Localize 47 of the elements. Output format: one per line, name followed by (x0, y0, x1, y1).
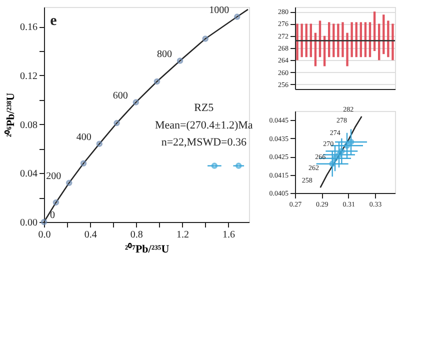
y-tick-label: 0.08 (20, 120, 38, 131)
point (96, 140, 103, 147)
x-tick-label: 1.2 (176, 230, 189, 240)
annotation: 800 (157, 48, 172, 60)
point (211, 162, 218, 169)
y-tick-label: 0.04 (20, 168, 38, 180)
bar (300, 24, 303, 58)
x-tick-label: 0.4 (84, 230, 97, 240)
point (80, 160, 87, 166)
x-tick-label: 0.8 (130, 230, 143, 240)
bar (342, 22, 344, 58)
annotation: RZ5 (194, 102, 214, 114)
y-tick-label: 0.16 (20, 22, 38, 34)
point (236, 162, 242, 169)
point (336, 152, 342, 158)
bar (387, 20, 390, 58)
bar (350, 22, 353, 58)
point (114, 120, 120, 126)
bar (392, 24, 394, 60)
point (176, 58, 184, 64)
annotation: e (50, 12, 58, 29)
annotation: 600 (112, 90, 128, 102)
x-axis-title: ²⁰⁷Pb/²³⁵U (124, 242, 170, 256)
y-axis-title: ²⁰⁶Pb/²³⁸U (4, 92, 17, 138)
annotation: 400 (76, 132, 92, 143)
x-tick-label: 1.6 (222, 230, 236, 240)
bar (346, 32, 348, 66)
annotation: Mean=(270.4±1.2)Ma (155, 119, 253, 132)
point (132, 99, 140, 106)
x-tick-label: 0.0 (38, 230, 51, 240)
point (338, 148, 345, 154)
annotation: n=22,MSWD=0.36 (161, 136, 247, 148)
point (344, 142, 350, 149)
point (234, 14, 240, 20)
point (154, 78, 160, 85)
y-tick-label: 0.00 (20, 218, 38, 228)
point (66, 180, 72, 186)
bar (337, 24, 340, 58)
point (202, 36, 208, 42)
bar (296, 24, 298, 60)
annotation: 200 (46, 170, 62, 182)
point (52, 199, 60, 206)
point (332, 155, 338, 162)
y-tick-label: 0.12 (20, 70, 38, 82)
annotation: 1000 (209, 4, 230, 16)
annotation: 0 (50, 210, 55, 221)
point (348, 138, 354, 146)
